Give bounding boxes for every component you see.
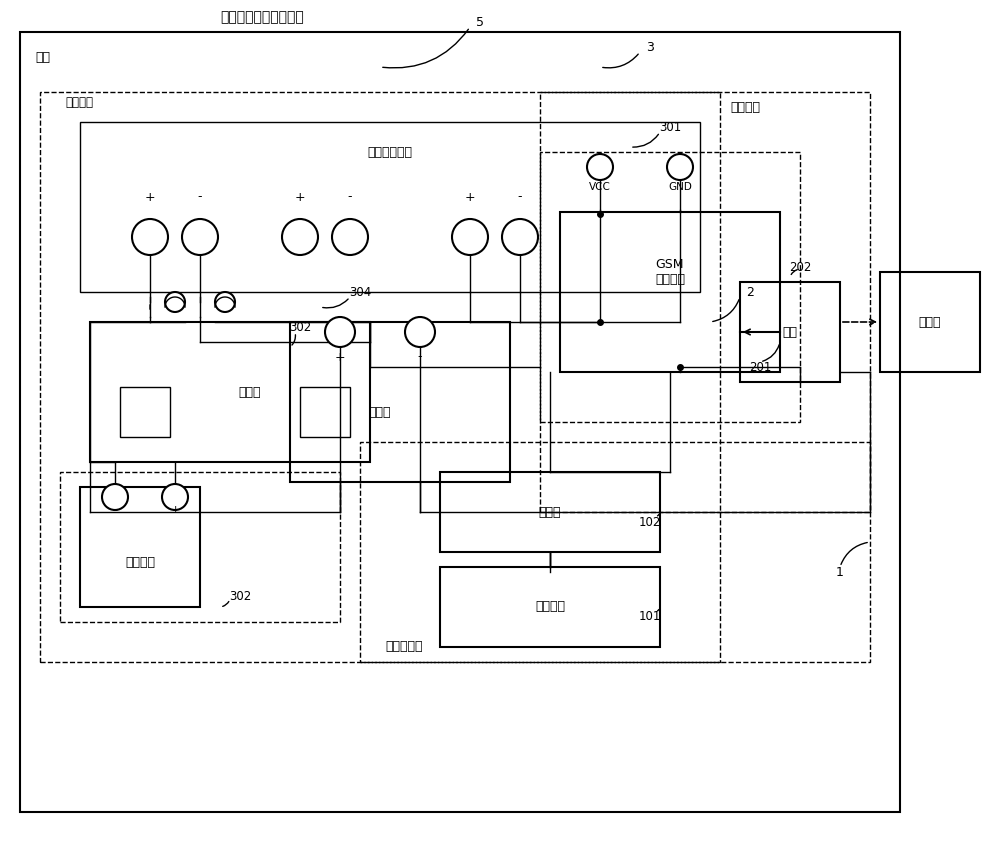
Bar [20, 32, 900, 812]
Text: 电源模块: 电源模块 [65, 95, 93, 109]
Text: 202: 202 [789, 260, 811, 274]
Text: -: - [418, 350, 422, 364]
Text: 302: 302 [289, 321, 311, 333]
Bar [560, 212, 780, 372]
Bar [120, 387, 170, 437]
Circle shape [452, 219, 488, 255]
Text: 位置传感器: 位置传感器 [385, 641, 423, 653]
Text: 1: 1 [836, 566, 844, 578]
Bar [740, 282, 840, 382]
Circle shape [587, 154, 613, 180]
Bar [360, 442, 870, 662]
Circle shape [667, 154, 693, 180]
Circle shape [165, 292, 185, 312]
Text: VCC: VCC [589, 182, 611, 192]
Text: -: - [198, 190, 202, 204]
Text: 201: 201 [749, 360, 771, 374]
Text: 水银开关: 水银开关 [535, 600, 565, 614]
Text: 101: 101 [639, 610, 661, 623]
Text: 102: 102 [639, 515, 661, 529]
Bar [880, 272, 980, 372]
Circle shape [332, 219, 368, 255]
Bar [540, 92, 870, 512]
Text: +: + [145, 190, 155, 204]
Bar [40, 92, 720, 662]
Circle shape [132, 219, 168, 255]
Bar [80, 122, 700, 292]
Circle shape [502, 219, 538, 255]
Circle shape [282, 219, 318, 255]
Text: -: - [518, 190, 522, 204]
Bar [290, 322, 510, 482]
Text: 5: 5 [476, 15, 484, 29]
Text: 蓄电池: 蓄电池 [369, 406, 391, 418]
Circle shape [102, 484, 128, 510]
Text: +: + [295, 190, 305, 204]
Circle shape [325, 317, 355, 347]
Text: 报警模块: 报警模块 [730, 100, 760, 114]
Bar [90, 322, 370, 462]
Text: 断路器: 断路器 [239, 386, 261, 398]
Text: 304: 304 [349, 285, 371, 299]
Circle shape [215, 292, 235, 312]
Text: -: - [348, 190, 352, 204]
Bar [80, 487, 200, 607]
Text: -: - [113, 505, 117, 515]
Text: 3: 3 [646, 40, 654, 54]
Bar [540, 152, 800, 422]
Text: 太阳能控制器: 太阳能控制器 [368, 146, 413, 158]
Text: GSM
报警单元: GSM 报警单元 [655, 258, 685, 286]
Text: 监测站: 监测站 [919, 316, 941, 328]
Text: GND: GND [668, 182, 692, 192]
Text: 继电器: 继电器 [539, 505, 561, 519]
Bar [440, 472, 660, 552]
Text: +: + [170, 505, 180, 515]
Text: 壳体: 壳体 [35, 51, 50, 63]
Bar [60, 472, 340, 622]
Text: 天线: 天线 [782, 326, 798, 338]
Text: 跌落式熔断器监测装置: 跌落式熔断器监测装置 [220, 10, 304, 24]
Bar [440, 567, 660, 647]
Circle shape [162, 484, 188, 510]
Text: 301: 301 [659, 120, 681, 134]
Text: 2: 2 [746, 285, 754, 299]
Circle shape [405, 317, 435, 347]
Text: +: + [465, 190, 475, 204]
Text: 太阳能板: 太阳能板 [125, 556, 155, 568]
Text: +: + [335, 350, 345, 364]
Bar [300, 387, 350, 437]
Text: 302: 302 [229, 590, 251, 604]
Circle shape [182, 219, 218, 255]
